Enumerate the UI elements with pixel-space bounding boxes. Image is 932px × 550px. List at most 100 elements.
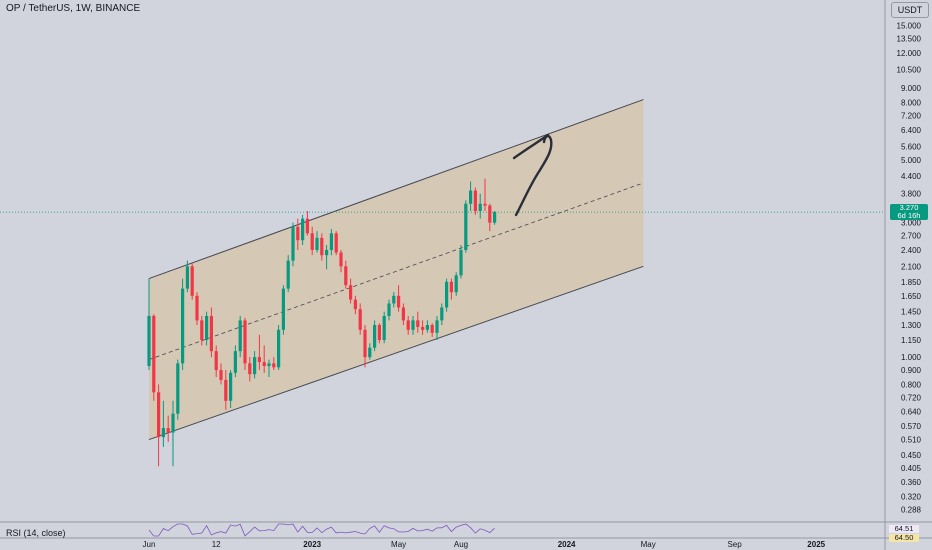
candle-body xyxy=(267,363,271,367)
candle-body xyxy=(262,362,266,367)
candle-body xyxy=(373,325,377,348)
price-tick-label: 0.360 xyxy=(901,478,922,487)
time-tick-label: May xyxy=(391,540,406,549)
candle-body xyxy=(291,226,295,261)
candle-body xyxy=(161,428,165,438)
candle-body xyxy=(401,307,405,321)
candle-body xyxy=(147,315,151,367)
candle-body xyxy=(387,303,391,316)
candle-body xyxy=(305,218,309,234)
bar-countdown: 6d 16h xyxy=(897,211,921,220)
hand-drawn-arrow xyxy=(512,133,553,217)
price-tick-label: 0.900 xyxy=(901,366,922,375)
candle-body xyxy=(253,357,257,375)
candle-body xyxy=(152,315,156,393)
candle-body xyxy=(286,260,290,289)
candle-body xyxy=(425,325,429,330)
candle-body xyxy=(392,295,396,304)
candle-body xyxy=(310,233,314,250)
channel-fill xyxy=(149,99,644,440)
candle-body xyxy=(397,295,401,308)
candle-body xyxy=(171,413,175,433)
candle-body xyxy=(209,315,213,352)
candle-body xyxy=(320,237,324,256)
candle-body xyxy=(243,320,247,364)
price-tick-label: 1.150 xyxy=(901,336,922,345)
price-tick-label: 5.600 xyxy=(901,142,922,151)
price-tick-label: 0.405 xyxy=(901,464,922,473)
candle-body xyxy=(416,320,420,327)
rsi-indicator-label[interactable]: RSI (14, close) xyxy=(6,528,66,538)
price-tick-label: 5.000 xyxy=(901,156,922,165)
price-tick-label: 0.450 xyxy=(901,451,922,460)
price-tick-label: 1.650 xyxy=(901,292,922,301)
price-tick-label: 0.320 xyxy=(901,493,922,502)
candle-body xyxy=(430,325,434,333)
price-tick-label: 0.570 xyxy=(901,422,922,431)
candle-body xyxy=(281,288,285,330)
candle-body xyxy=(238,320,242,352)
price-tick-label: 10.500 xyxy=(897,65,922,74)
time-tick-label: 2023 xyxy=(303,540,321,549)
price-tick-label: 0.288 xyxy=(901,505,922,514)
candle-body xyxy=(469,190,473,204)
price-tick-label: 13.500 xyxy=(897,35,922,44)
candle-body xyxy=(353,299,357,310)
candles-group xyxy=(147,178,497,467)
candle-body xyxy=(358,309,362,330)
candle-body xyxy=(411,320,415,330)
price-tick-label: 0.640 xyxy=(901,408,922,417)
candle-body xyxy=(334,233,338,253)
candle-body xyxy=(181,288,185,364)
candle-body xyxy=(224,379,228,401)
candle-body xyxy=(368,347,372,358)
candle-body xyxy=(363,329,367,358)
candle-body xyxy=(464,203,468,250)
candle-body xyxy=(377,325,381,341)
candle-body xyxy=(483,203,487,206)
candle-body xyxy=(272,363,276,368)
price-tick-label: 0.800 xyxy=(901,380,922,389)
rsi-line xyxy=(148,523,495,537)
channel-lower-line xyxy=(148,265,644,441)
price-tick-label: 2.700 xyxy=(901,232,922,241)
candle-body xyxy=(205,315,209,341)
price-tick-label: 1.450 xyxy=(901,308,922,317)
price-tick-label: 4.400 xyxy=(901,172,922,181)
candle-body xyxy=(229,372,233,401)
rsi-value-2: 64.50 xyxy=(889,534,919,542)
candle-body xyxy=(493,212,497,223)
candle-body xyxy=(459,249,463,276)
last-price-value: 3.270 xyxy=(899,203,919,212)
price-tick-label: 2.100 xyxy=(901,262,922,271)
candle-body xyxy=(248,363,252,375)
candle-body xyxy=(488,205,492,223)
candle-body xyxy=(157,392,161,438)
candle-body xyxy=(478,203,482,211)
currency-button[interactable]: USDT xyxy=(891,2,929,18)
channel-upper-line xyxy=(148,99,644,280)
candle-body xyxy=(296,226,300,241)
candle-body xyxy=(185,266,189,289)
price-tick-label: 9.000 xyxy=(901,84,922,93)
candle-body xyxy=(406,320,410,330)
candle-body xyxy=(329,233,333,250)
last-price-tag: 3.270 6d 16h xyxy=(890,204,928,220)
candle-body xyxy=(166,428,170,433)
candle-body xyxy=(435,320,439,333)
time-tick-label: Aug xyxy=(454,540,468,549)
candle-body xyxy=(349,285,353,300)
price-tick-label: 1.300 xyxy=(901,321,922,330)
candle-body xyxy=(315,237,319,250)
price-tick-label: 12.000 xyxy=(897,49,922,58)
price-tick-label: 1.000 xyxy=(901,353,922,362)
candle-body xyxy=(445,281,449,308)
candle-body xyxy=(233,351,237,373)
time-tick-label: 2024 xyxy=(558,540,576,549)
time-tick-label: Sep xyxy=(727,540,742,549)
candle-body xyxy=(214,351,218,371)
price-tick-label: 3.800 xyxy=(901,190,922,199)
symbol-title[interactable]: OP / TetherUS, 1W, BINANCE xyxy=(6,3,141,14)
candle-body xyxy=(200,320,204,341)
